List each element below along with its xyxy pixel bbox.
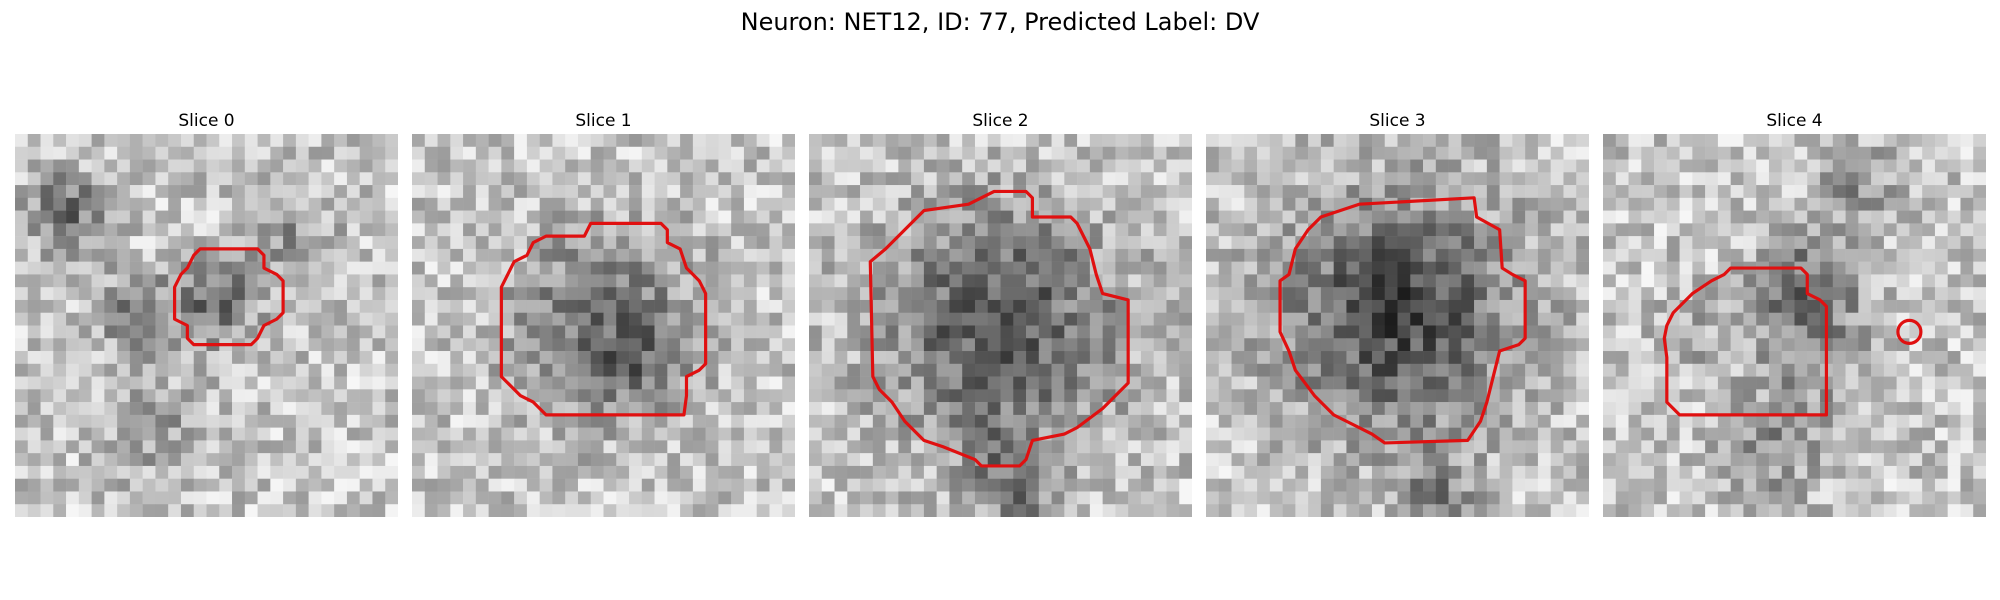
slice-image [1206,134,1589,517]
cell-outline-small [1896,318,1923,345]
slice-image [15,134,398,517]
pixel-grid [1603,134,1986,517]
slice-panel-2: Slice 2 [809,108,1192,517]
slice-title: Slice 2 [972,111,1029,131]
pixel-grid [412,134,795,517]
cell-outline [1662,266,1829,417]
slice-panel-1: Slice 1 [412,108,795,517]
slice-panel-4: Slice 4 [1603,108,1986,517]
slice-panel-3: Slice 3 [1206,108,1589,517]
cell-outline [868,189,1130,468]
pixel-grid [1206,134,1589,517]
slice-image [412,134,795,517]
slice-image [809,134,1192,517]
cell-outline [1278,196,1527,445]
cell-outline [172,247,285,347]
slice-title: Slice 3 [1369,111,1426,131]
figure-title: Neuron: NET12, ID: 77, Predicted Label: … [740,8,1260,36]
slice-title: Slice 1 [575,111,632,131]
slice-title: Slice 4 [1766,111,1823,131]
pixel-grid [809,134,1192,517]
slice-title: Slice 0 [178,111,235,131]
slice-image [1603,134,1986,517]
slice-panel-0: Slice 0 [15,108,398,517]
cell-outline [499,221,708,417]
pixel-grid [15,134,398,517]
